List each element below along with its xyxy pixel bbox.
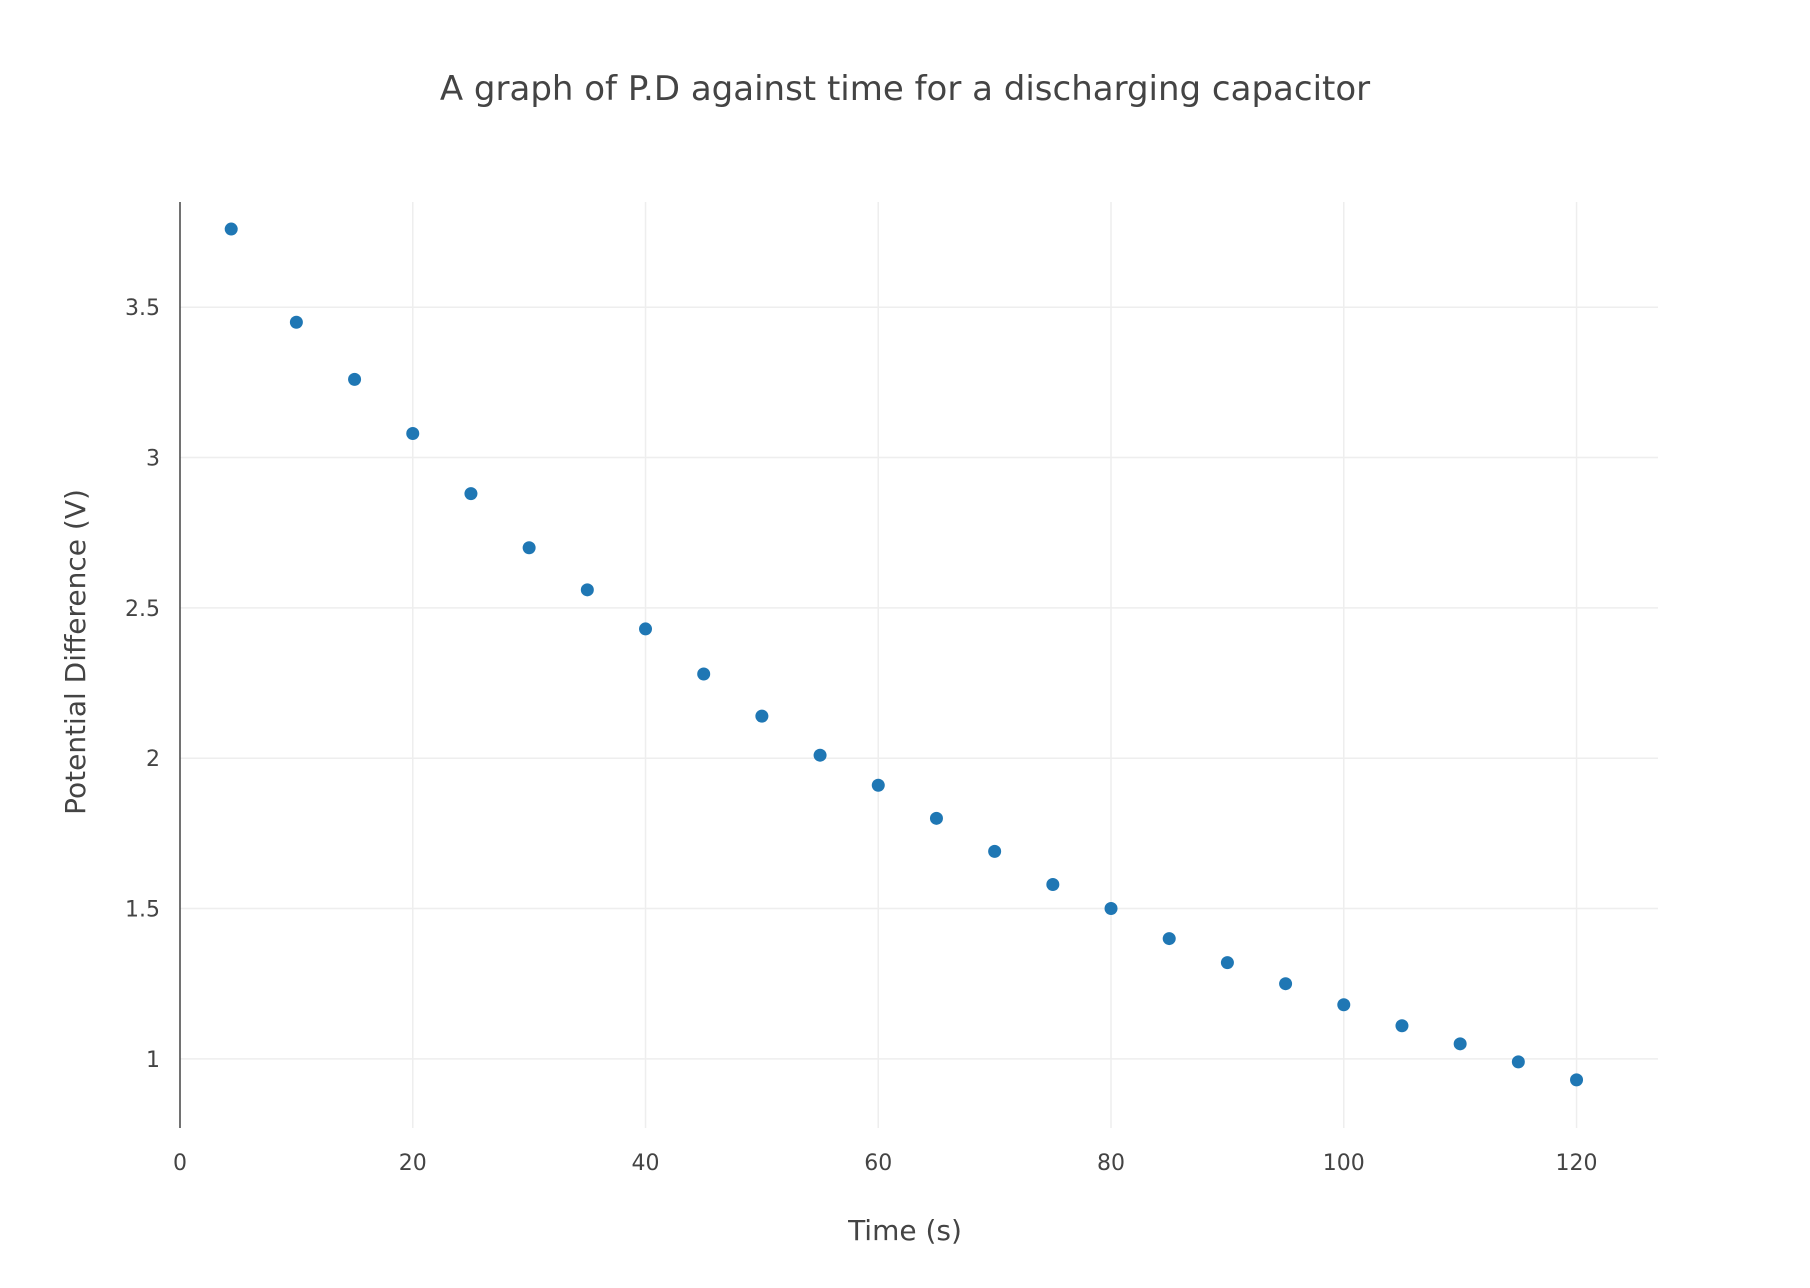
tick-labels: 0 20 40 60 80 100 120 1 1.5 2 2.5 3 3.5 — [125, 296, 1598, 1176]
x-tick-label: 0 — [173, 1151, 187, 1176]
y-tick-label: 2.5 — [125, 597, 160, 622]
data-point — [755, 709, 769, 723]
data-point — [289, 315, 303, 329]
data-point — [1104, 902, 1118, 916]
y-tick-label: 1 — [146, 1048, 160, 1073]
data-point — [988, 844, 1002, 858]
y-tick-label: 2 — [146, 747, 160, 772]
data-point — [929, 811, 943, 825]
x-tick-label: 20 — [399, 1151, 427, 1176]
y-tick-label: 3 — [146, 447, 160, 472]
data-point — [464, 487, 478, 501]
data-point — [1046, 877, 1060, 891]
x-tick-label: 40 — [632, 1151, 660, 1176]
data-point — [348, 372, 362, 386]
data-point — [1220, 956, 1234, 970]
x-tick-label: 120 — [1556, 1151, 1598, 1176]
y-tick-label: 1.5 — [125, 898, 160, 923]
data-point — [1279, 977, 1293, 991]
data-points — [224, 222, 1584, 1087]
x-tick-label: 80 — [1097, 1151, 1125, 1176]
y-axis-title: Potential Difference (V) — [59, 489, 92, 815]
y-tick-label: 3.5 — [125, 296, 160, 321]
data-point — [871, 778, 885, 792]
data-point — [697, 667, 711, 681]
x-tick-label: 60 — [864, 1151, 892, 1176]
chart-title: A graph of P.D against time for a discha… — [440, 69, 1370, 109]
data-point — [580, 583, 594, 597]
x-tick-label: 100 — [1323, 1151, 1365, 1176]
data-point — [406, 427, 420, 440]
data-point — [522, 541, 536, 555]
data-point — [1162, 932, 1176, 946]
data-point — [1337, 998, 1351, 1012]
data-point — [1511, 1055, 1525, 1069]
x-axis-title: Time (s) — [847, 1214, 962, 1247]
data-point — [1395, 1019, 1409, 1033]
data-point — [813, 748, 827, 762]
data-point — [639, 622, 653, 636]
data-point — [1570, 1073, 1584, 1087]
grid — [180, 202, 1658, 1128]
data-point — [1453, 1037, 1467, 1051]
data-point — [224, 222, 238, 236]
